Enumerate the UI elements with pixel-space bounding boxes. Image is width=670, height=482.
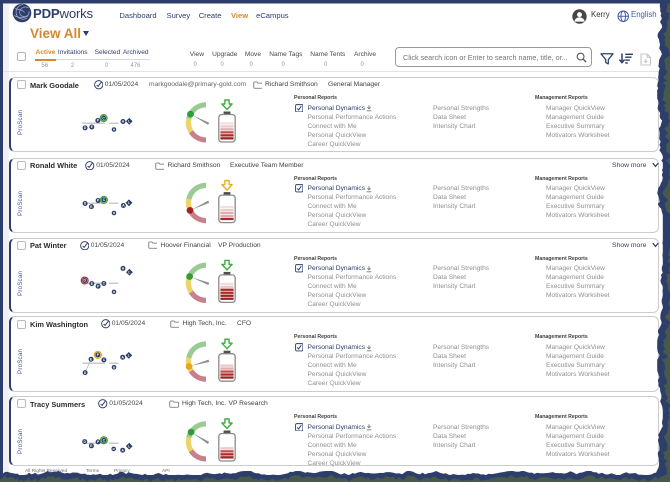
svg-text:L: L bbox=[128, 444, 130, 448]
svg-text:L: L bbox=[128, 270, 130, 274]
svg-text:M: M bbox=[113, 291, 115, 294]
svg-text:M: M bbox=[113, 367, 115, 370]
svg-text:L: L bbox=[128, 120, 130, 124]
svg-text:M: M bbox=[113, 129, 115, 132]
svg-text:L: L bbox=[128, 354, 130, 358]
svg-text:L: L bbox=[128, 201, 130, 205]
svg-text:M: M bbox=[113, 212, 115, 215]
svg-text:M: M bbox=[113, 448, 115, 451]
